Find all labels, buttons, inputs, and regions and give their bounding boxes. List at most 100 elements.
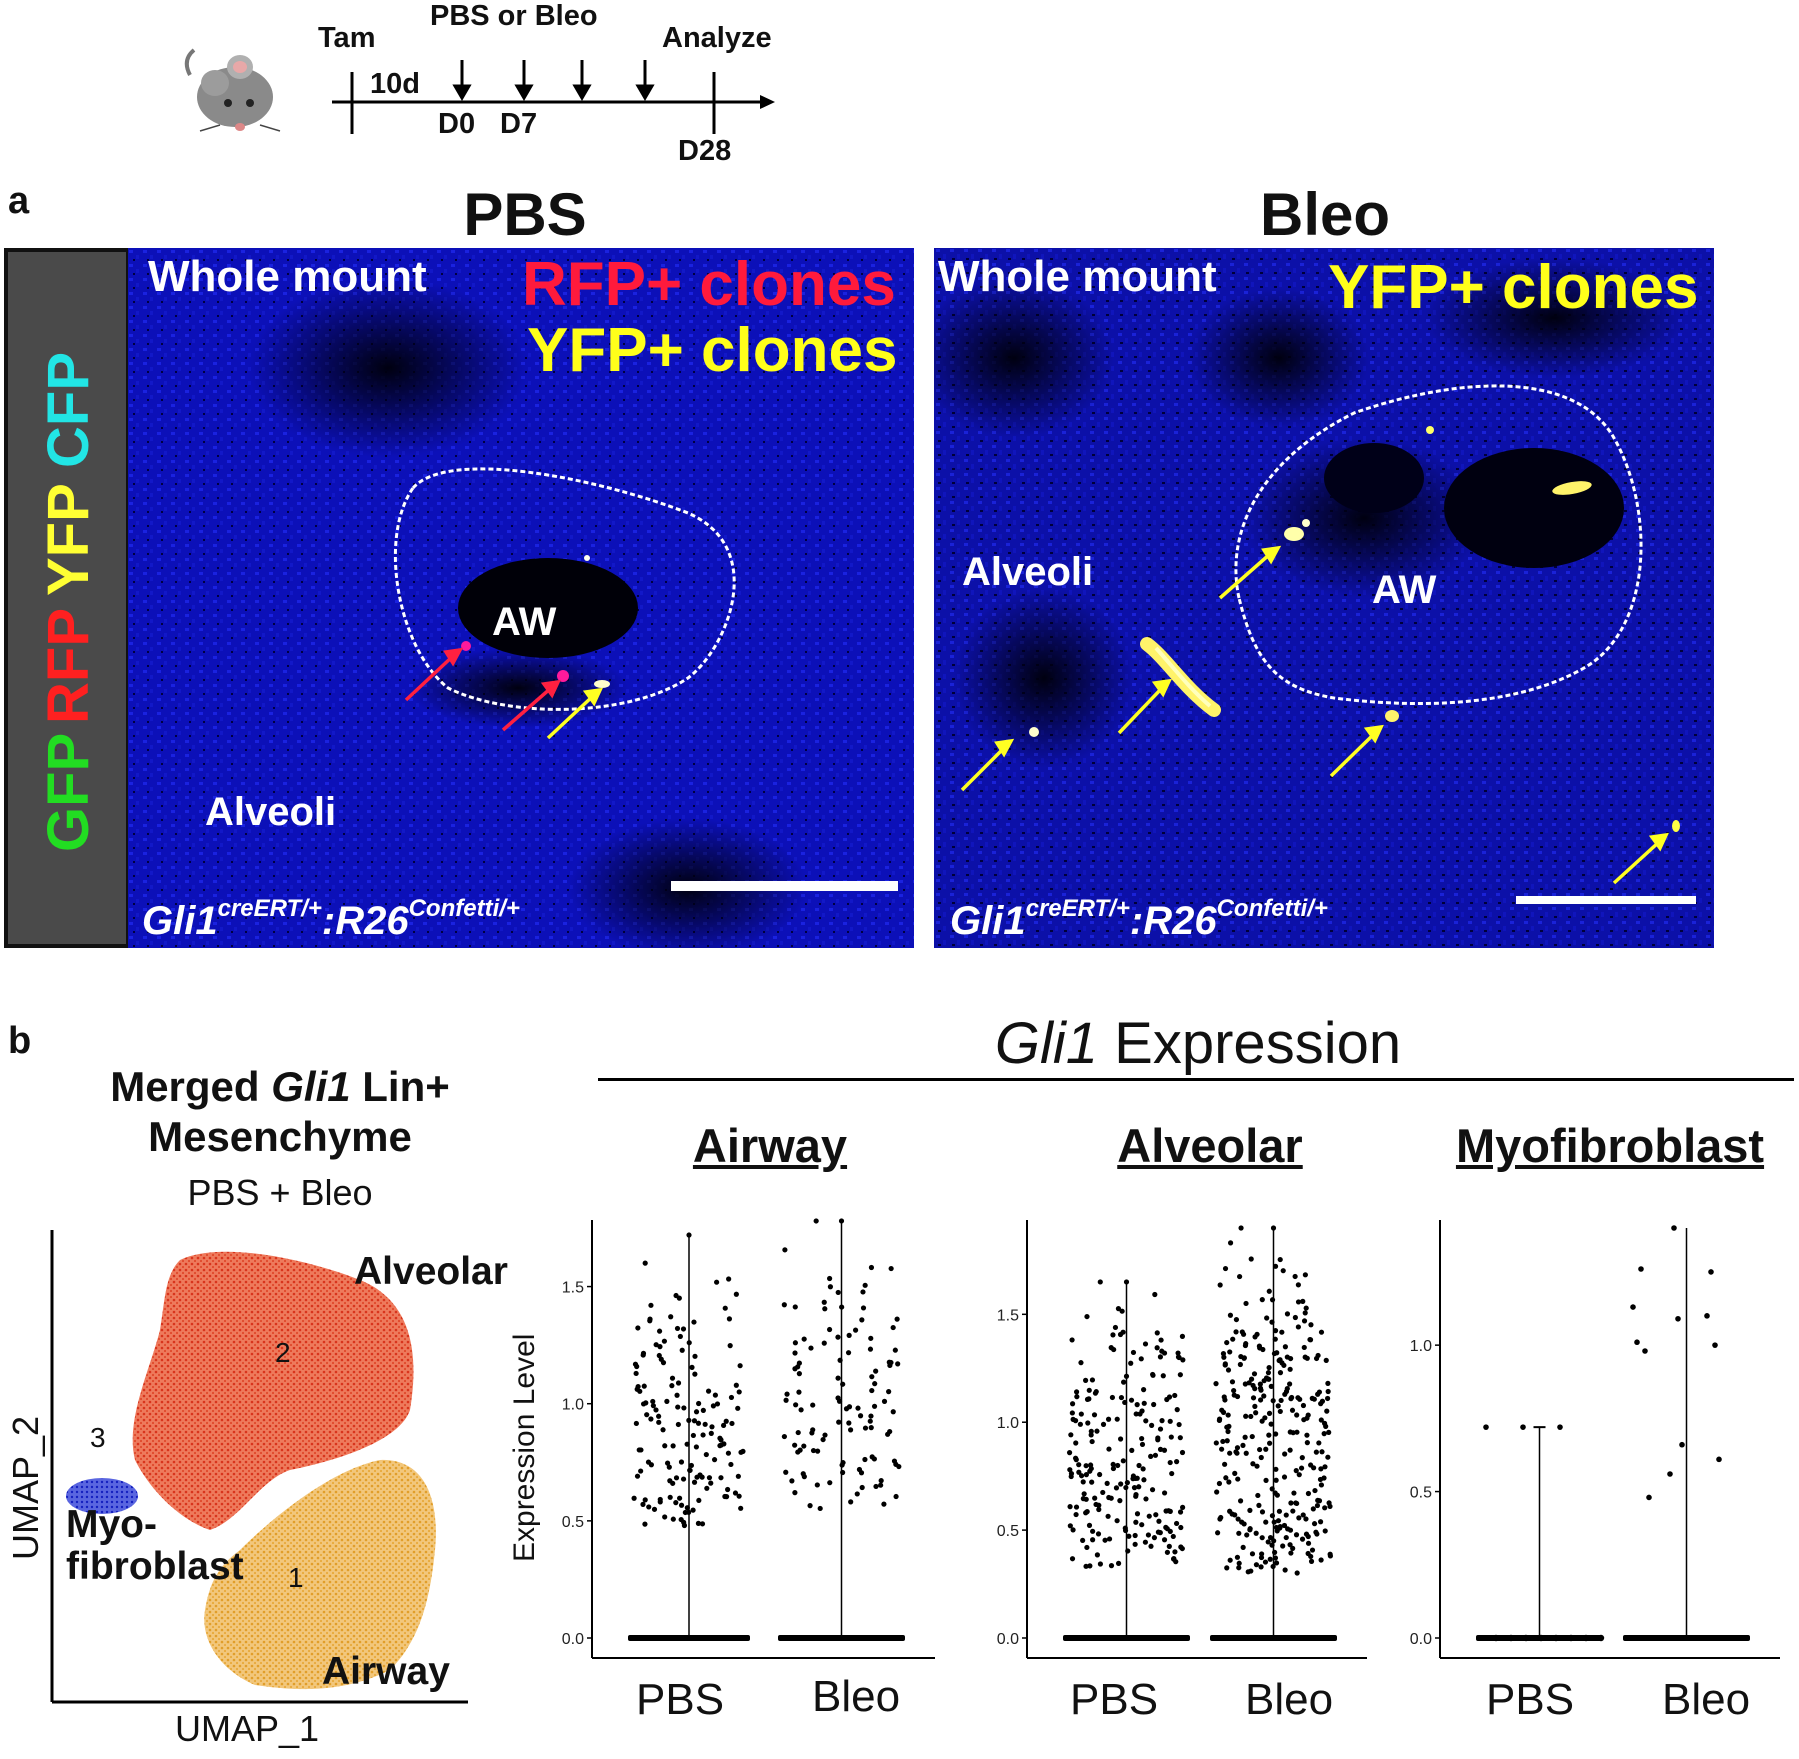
y-tick-label: 0.5 bbox=[997, 1523, 1019, 1540]
data-point bbox=[1110, 1461, 1116, 1468]
data-point bbox=[798, 1407, 804, 1413]
data-point bbox=[735, 1473, 741, 1479]
data-point bbox=[859, 1484, 865, 1491]
data-point bbox=[1243, 1341, 1249, 1347]
data-point bbox=[1259, 1551, 1265, 1557]
data-point bbox=[1492, 1634, 1500, 1642]
data-point bbox=[1281, 1474, 1288, 1480]
data-point bbox=[793, 1402, 799, 1408]
data-point bbox=[1254, 1463, 1260, 1469]
data-point bbox=[820, 1436, 826, 1443]
data-point bbox=[1253, 1530, 1259, 1536]
data-point bbox=[826, 1326, 833, 1333]
data-point bbox=[1318, 1329, 1325, 1335]
data-point bbox=[1229, 1511, 1235, 1517]
data-point bbox=[781, 1302, 787, 1308]
zero-expression-band bbox=[778, 1635, 905, 1641]
data-point bbox=[1318, 1466, 1324, 1472]
data-point bbox=[1675, 1315, 1681, 1322]
data-point bbox=[1289, 1407, 1296, 1413]
data-point bbox=[1146, 1513, 1152, 1519]
data-point bbox=[1258, 1397, 1264, 1403]
data-point bbox=[1277, 1256, 1283, 1263]
data-point bbox=[1322, 1505, 1328, 1511]
data-point bbox=[1133, 1411, 1139, 1417]
data-point bbox=[705, 1388, 712, 1394]
data-point bbox=[678, 1516, 684, 1523]
data-point bbox=[686, 1340, 692, 1346]
data-point bbox=[1280, 1543, 1286, 1549]
data-point bbox=[690, 1432, 696, 1439]
data-point bbox=[1150, 1371, 1156, 1378]
data-point bbox=[689, 1364, 695, 1370]
data-point bbox=[1283, 1534, 1289, 1541]
data-point bbox=[1123, 1373, 1130, 1379]
data-point bbox=[1080, 1479, 1086, 1485]
data-point bbox=[1300, 1402, 1307, 1409]
data-point bbox=[1298, 1465, 1305, 1471]
data-point bbox=[1225, 1412, 1231, 1418]
data-point bbox=[1073, 1511, 1079, 1518]
data-point bbox=[1141, 1400, 1147, 1406]
airway-plot-title: Airway bbox=[692, 1119, 848, 1172]
data-point bbox=[642, 1497, 648, 1503]
data-point bbox=[878, 1482, 884, 1488]
zero-expression-band bbox=[628, 1635, 750, 1641]
data-point bbox=[1303, 1305, 1309, 1311]
umap-cluster-2-id: 2 bbox=[275, 1337, 291, 1368]
data-point bbox=[1237, 1273, 1243, 1280]
data-point bbox=[1249, 1433, 1255, 1440]
bleo-genotype-label: Gli1creERT/+:R26Confetti/+ bbox=[950, 895, 1328, 943]
data-point bbox=[885, 1431, 891, 1437]
data-point bbox=[1141, 1477, 1147, 1483]
data-point bbox=[692, 1371, 698, 1377]
data-point bbox=[1567, 1634, 1575, 1642]
data-point bbox=[1173, 1520, 1180, 1527]
data-point bbox=[1086, 1522, 1093, 1528]
data-point bbox=[1100, 1489, 1106, 1496]
data-point bbox=[1235, 1476, 1241, 1482]
data-point bbox=[1318, 1401, 1324, 1407]
data-point bbox=[1292, 1273, 1298, 1280]
data-point bbox=[1148, 1453, 1154, 1459]
data-point bbox=[725, 1450, 732, 1456]
data-point bbox=[670, 1516, 676, 1522]
expression-y-label: Expression Level bbox=[508, 1334, 541, 1562]
data-point bbox=[1311, 1521, 1318, 1527]
timeline-axis bbox=[332, 60, 775, 134]
data-point bbox=[1295, 1282, 1301, 1288]
data-point bbox=[1154, 1330, 1160, 1336]
data-point bbox=[1161, 1490, 1168, 1496]
data-point bbox=[1132, 1475, 1139, 1482]
data-point bbox=[856, 1466, 863, 1473]
data-point bbox=[1300, 1298, 1306, 1304]
data-point bbox=[664, 1460, 671, 1466]
data-point bbox=[1246, 1380, 1252, 1386]
data-point bbox=[1290, 1545, 1296, 1551]
data-point bbox=[784, 1391, 790, 1397]
data-point bbox=[1149, 1487, 1156, 1493]
data-point bbox=[1232, 1470, 1238, 1476]
data-point bbox=[1275, 1518, 1282, 1524]
airway-violin-plot: 0.0 0.5 1.0 1.5 bbox=[562, 1218, 935, 1659]
pbs-airway-label: AW bbox=[492, 600, 557, 644]
data-point bbox=[1085, 1420, 1091, 1426]
data-point bbox=[1302, 1310, 1308, 1316]
data-point bbox=[1289, 1394, 1295, 1401]
data-point bbox=[1234, 1554, 1241, 1560]
data-point bbox=[1237, 1498, 1244, 1504]
data-point bbox=[1317, 1476, 1324, 1483]
data-point bbox=[640, 1352, 646, 1358]
data-point bbox=[1165, 1508, 1172, 1514]
data-point bbox=[1254, 1331, 1260, 1337]
data-point bbox=[721, 1441, 727, 1447]
data-point bbox=[862, 1282, 868, 1288]
data-point bbox=[1088, 1462, 1094, 1468]
data-point bbox=[796, 1389, 802, 1395]
data-point bbox=[1118, 1481, 1124, 1487]
data-point bbox=[1167, 1459, 1173, 1466]
data-point bbox=[821, 1299, 827, 1305]
data-point bbox=[633, 1370, 639, 1377]
data-point bbox=[1221, 1354, 1227, 1360]
data-point bbox=[1309, 1395, 1315, 1401]
